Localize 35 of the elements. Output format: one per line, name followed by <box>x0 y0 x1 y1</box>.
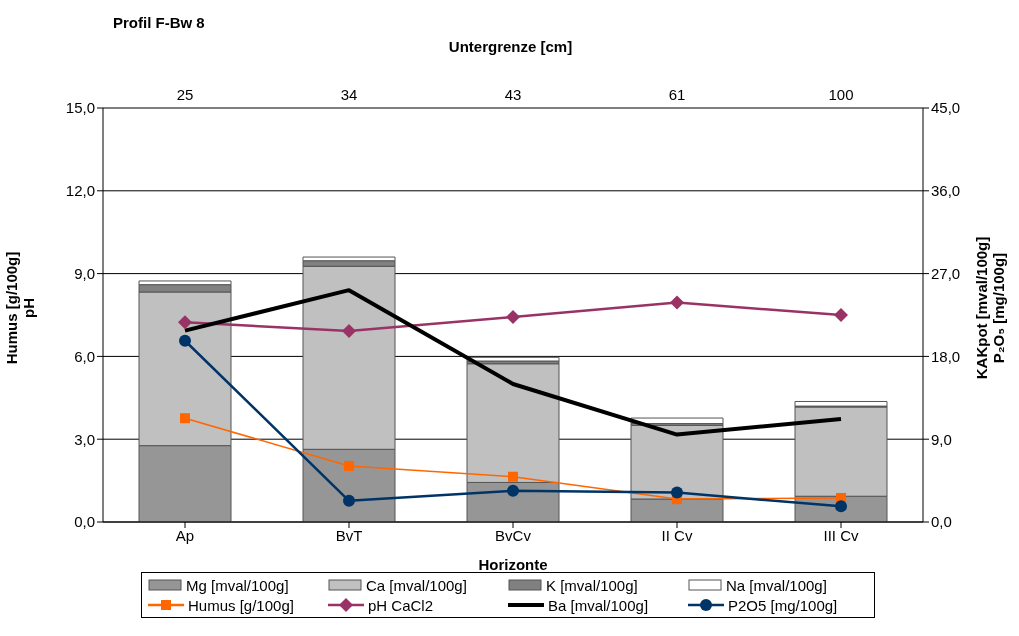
y-axis-title: Humus [g/100g] pH <box>3 251 37 365</box>
legend-label: Mg [mval/100g] <box>186 576 289 594</box>
y2-tick-label: 18,0 <box>931 347 961 365</box>
y2-tick-label: 9,0 <box>931 430 952 448</box>
y2-tick-label: 0,0 <box>931 513 952 531</box>
legend-label: P2O5 [mg/100g] <box>728 596 838 614</box>
x-tick-label: Ap <box>175 526 195 544</box>
y2-tick-label: 36,0 <box>931 182 961 200</box>
legend-label: Na [mval/100g] <box>726 576 827 594</box>
y2-axis-title: KAKpot [mval/100g] P₂O₅ [mg/100g] <box>973 236 1007 380</box>
x-tick-label: BvT <box>335 526 363 544</box>
y-tick-label: 12,0 <box>65 182 95 200</box>
text: 100 <box>828 86 854 103</box>
chart-title: Profil F-Bw 8 <box>113 14 205 31</box>
x-axis-title: Horizonte <box>478 556 548 573</box>
legend-label: K [mval/100g] <box>546 576 638 594</box>
y-tick-label: 0,0 <box>74 513 95 531</box>
text: 43 <box>504 86 522 103</box>
y-tick-label: 9,0 <box>74 264 95 282</box>
y-tick-label: 15,0 <box>65 99 95 117</box>
legend-label: Ca [mval/100g] <box>366 576 467 594</box>
text: 25 <box>176 86 194 103</box>
y-tick-label: 3,0 <box>74 430 95 448</box>
legend-label: Humus [g/100g] <box>188 596 294 614</box>
y2-tick-label: 45,0 <box>931 99 961 117</box>
x-tick-label: III Cv <box>823 526 859 544</box>
y2-tick-label: 27,0 <box>931 264 961 282</box>
x2-axis-title: Untergrenze [cm] <box>447 38 574 55</box>
y-tick-label: 6,0 <box>74 347 95 365</box>
x-tick-label: BvCv <box>495 526 532 544</box>
legend-label: pH CaCl2 <box>368 596 434 614</box>
text: 61 <box>668 86 686 103</box>
x-tick-label: II Cv <box>661 526 693 544</box>
text: 34 <box>340 86 358 103</box>
legend-label: Ba [mval/100g] <box>548 596 649 614</box>
